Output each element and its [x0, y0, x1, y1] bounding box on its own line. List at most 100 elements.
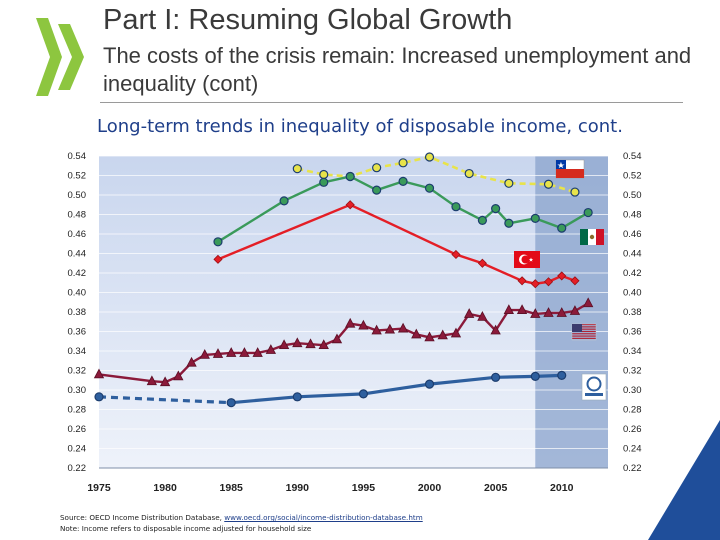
y-tick-label-left: 0.48 [68, 210, 87, 221]
data-point-usa [173, 370, 184, 381]
data-point-usa [318, 339, 329, 350]
data-point-turkey [570, 276, 580, 286]
y-tick-label-left: 0.46 [68, 229, 87, 240]
series-line-chile [297, 155, 576, 194]
flag-stripe [572, 337, 596, 339]
data-point-usa [384, 323, 396, 334]
data-point-usa [345, 317, 356, 328]
data-point-chile [398, 158, 408, 168]
y-tick-label-right: 0.28 [623, 405, 642, 416]
data-point-chile [464, 168, 474, 179]
slide-title: Part I: Resuming Global Growth [103, 4, 513, 36]
data-point-chile [372, 163, 382, 173]
data-point-usa [583, 297, 594, 308]
y-tick-label-left: 0.26 [68, 424, 87, 435]
flag-stripe [572, 335, 596, 337]
badge-ring [586, 376, 602, 392]
data-point-turkey [543, 277, 554, 287]
data-point-mexico [583, 207, 593, 218]
chart-title: Long-term trends in inequality of dispos… [97, 116, 623, 137]
x-tick-label: 1975 [87, 482, 111, 494]
y-tick-label-left: 0.52 [68, 171, 87, 182]
data-point-turkey [477, 258, 487, 268]
data-point-usa [464, 308, 475, 318]
data-point-mexico [213, 237, 223, 247]
y-tick-label-right: 0.24 [623, 444, 642, 455]
data-point-mexico [491, 204, 501, 214]
data-point-usa [265, 344, 277, 354]
corner-decoration [648, 420, 720, 540]
data-point-mexico [451, 202, 461, 212]
flag-stripe [572, 324, 596, 326]
data-point-oecd [94, 392, 104, 402]
y-tick-label-right: 0.42 [623, 268, 642, 279]
y-tick-label-left: 0.38 [68, 307, 87, 318]
data-point-oecd [424, 379, 435, 389]
data-point-chile [504, 178, 514, 188]
data-point-oecd [358, 389, 369, 399]
data-point-turkey [517, 276, 527, 286]
y-tick-label-right: 0.52 [623, 171, 642, 182]
data-point-mexico [504, 218, 514, 228]
oecd-logo [36, 18, 84, 96]
data-point-usa [252, 347, 263, 357]
source-link[interactable]: www.oecd.org/social/income-distribution-… [224, 513, 423, 522]
y-tick-label-right: 0.40 [623, 288, 642, 299]
data-point-turkey [557, 271, 567, 281]
data-point-usa [477, 311, 488, 321]
x-tick-label: 1995 [352, 482, 376, 494]
y-tick-label-left: 0.44 [68, 249, 87, 260]
data-point-mexico [398, 176, 408, 186]
y-tick-label-right: 0.30 [623, 385, 642, 396]
y-tick-label-right: 0.38 [623, 307, 642, 318]
x-tick-label: 1990 [286, 482, 310, 494]
series-line-oecd-dashed [98, 395, 232, 405]
flag-green [580, 229, 588, 245]
logo-chevron-right [58, 24, 84, 90]
y-tick-label-right: 0.32 [623, 366, 642, 377]
data-point-usa [397, 322, 409, 333]
data-point-usa [239, 347, 250, 357]
flag-crescent-inner [521, 255, 530, 264]
y-tick-label-left: 0.54 [68, 151, 87, 162]
x-tick-label: 2000 [418, 482, 442, 494]
data-point-usa [569, 305, 581, 315]
data-point-mexico [530, 213, 540, 223]
data-point-usa [278, 339, 290, 350]
data-point-chile [570, 187, 580, 197]
data-point-chile [543, 179, 554, 189]
y-tick-label-right: 0.44 [623, 249, 642, 260]
data-point-chile [424, 152, 435, 162]
mexico-flag-icon [580, 229, 604, 245]
title-divider [100, 102, 683, 103]
y-tick-label-left: 0.24 [68, 444, 87, 455]
data-point-chile [292, 164, 302, 174]
data-point-oecd [491, 372, 501, 382]
chart-title-wrap: Long-term trends in inequality of dispos… [0, 116, 720, 137]
data-point-oecd [226, 398, 236, 408]
badge-word [585, 393, 603, 396]
y-tick-label-left: 0.40 [68, 288, 87, 299]
data-point-usa [530, 308, 541, 318]
flag-star [528, 257, 534, 262]
data-point-usa [556, 307, 567, 317]
y-tick-label-right: 0.26 [623, 424, 642, 435]
x-tick-label: 2005 [484, 482, 508, 494]
y-tick-label-left: 0.34 [68, 346, 87, 357]
y-tick-label-right: 0.54 [623, 151, 642, 162]
usa-flag-icon [571, 323, 597, 341]
y-tick-label-left: 0.50 [68, 190, 87, 201]
y-tick-label-right: 0.34 [623, 346, 642, 357]
data-point-mexico [279, 196, 289, 206]
flag-emblem [589, 234, 595, 240]
data-point-usa [292, 337, 303, 348]
y-tick-label-right: 0.22 [623, 463, 642, 474]
x-tick-label: 2010 [550, 482, 574, 494]
y-tick-label-left: 0.30 [68, 385, 87, 396]
data-point-turkey [213, 254, 223, 264]
x-tick-label: 1980 [153, 482, 177, 494]
y-tick-label-right: 0.48 [623, 210, 642, 221]
data-point-usa [146, 375, 158, 386]
income-note: Note: Income refers to disposable income… [60, 524, 312, 533]
